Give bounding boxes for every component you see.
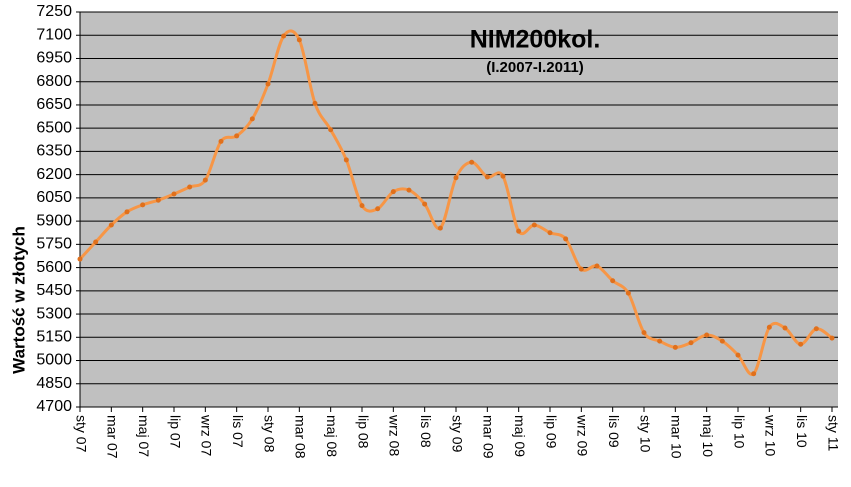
x-tick-label: maj 09: [512, 415, 528, 457]
y-tick-label: 5600: [36, 259, 72, 276]
x-tick-label: maj 10: [700, 415, 716, 457]
y-tick-label: 5750: [36, 236, 72, 253]
x-tick-label: lip 08: [355, 415, 371, 449]
point: [531, 222, 537, 228]
x-tick-label: mar 08: [293, 415, 309, 459]
x-tick-label: mar 07: [105, 415, 121, 459]
point: [202, 177, 208, 183]
point: [249, 116, 255, 122]
y-tick-label: 6050: [36, 189, 72, 206]
point: [328, 127, 334, 133]
x-tick-label: wrz 08: [387, 414, 403, 456]
point: [140, 202, 146, 208]
point: [798, 341, 804, 347]
x-tick-label: sty 10: [637, 415, 653, 453]
x-tick-label: lis 07: [230, 415, 246, 448]
point: [171, 191, 177, 197]
point: [500, 173, 506, 179]
point: [469, 159, 475, 165]
point: [516, 228, 522, 234]
y-tick-label: 5900: [36, 212, 72, 229]
point: [312, 100, 318, 106]
marks: [77, 29, 835, 377]
x-tick-label: lis 08: [418, 415, 434, 448]
point: [594, 263, 600, 269]
y-tick-label: 5150: [36, 329, 72, 346]
point: [234, 133, 240, 139]
point: [390, 189, 396, 195]
point: [108, 222, 114, 228]
x-tick-label: sty 09: [449, 415, 465, 453]
x-tick-label: sty 07: [73, 415, 89, 453]
point: [187, 184, 193, 190]
point: [375, 206, 381, 212]
point: [155, 197, 161, 203]
point: [641, 330, 647, 336]
y-tick-label: 5450: [36, 282, 72, 299]
point: [281, 33, 287, 39]
point: [751, 371, 757, 377]
point: [657, 338, 663, 344]
x-tick-label: maj 07: [136, 415, 152, 457]
point: [610, 278, 616, 284]
point: [578, 266, 584, 272]
x-tick-label: sty 08: [261, 415, 277, 453]
y-tick-label: 5000: [36, 352, 72, 369]
point: [704, 332, 710, 338]
x-tick-label: lip 09: [543, 415, 559, 449]
y-tick-label: 7250: [36, 3, 72, 20]
y-tick-label: 4700: [36, 398, 72, 415]
x-tick-label: mar 10: [669, 415, 685, 459]
point: [437, 225, 443, 231]
point: [688, 340, 694, 346]
x-tick-label: wrz 10: [763, 414, 779, 456]
y-tick-label: 6800: [36, 73, 72, 90]
x-tick-label: wrz 09: [575, 414, 591, 456]
x-tick-label: maj 08: [324, 415, 340, 457]
point: [766, 324, 772, 330]
chart-subtitle: (I.2007-I.2011): [486, 59, 584, 76]
point: [422, 201, 428, 207]
x-tick-label: mar 09: [481, 415, 497, 459]
point: [484, 174, 490, 180]
point: [719, 338, 725, 344]
point: [124, 209, 130, 215]
x-tick-label: sty 11: [825, 415, 841, 452]
point: [829, 335, 835, 341]
y-tick-label: 6950: [36, 50, 72, 67]
point: [343, 157, 349, 163]
x-tick-label: lis 10: [794, 415, 810, 448]
y-tick-label: 7100: [36, 26, 72, 43]
point: [782, 325, 788, 331]
x-tick-label: wrz 07: [199, 414, 215, 456]
plot-area: [80, 12, 838, 407]
y-axis-label: Wartość w złotych: [9, 226, 28, 374]
point: [453, 175, 459, 181]
point: [296, 37, 302, 43]
point: [77, 256, 83, 262]
x-tick-label: lip 07: [167, 415, 183, 449]
point: [406, 187, 412, 193]
y-tick-label: 5300: [36, 305, 72, 322]
y-tick-label: 6650: [36, 96, 72, 113]
y-tick-label: 6350: [36, 143, 72, 160]
y-tick-label: 6500: [36, 119, 72, 136]
point: [563, 236, 569, 242]
y-tick-label: 4850: [36, 375, 72, 392]
x-tick-label: lis 09: [606, 415, 622, 448]
point: [625, 290, 631, 296]
point: [813, 326, 819, 332]
point: [218, 138, 224, 144]
grid: [76, 11, 838, 412]
point: [93, 239, 99, 245]
chart-title: NIM200kol.: [470, 26, 601, 54]
point: [735, 352, 741, 358]
x-tick-label: lip 10: [731, 415, 747, 449]
y-tick-label: 6200: [36, 166, 72, 183]
point: [265, 81, 271, 87]
point: [547, 230, 553, 236]
point: [359, 203, 365, 209]
point: [672, 344, 678, 350]
